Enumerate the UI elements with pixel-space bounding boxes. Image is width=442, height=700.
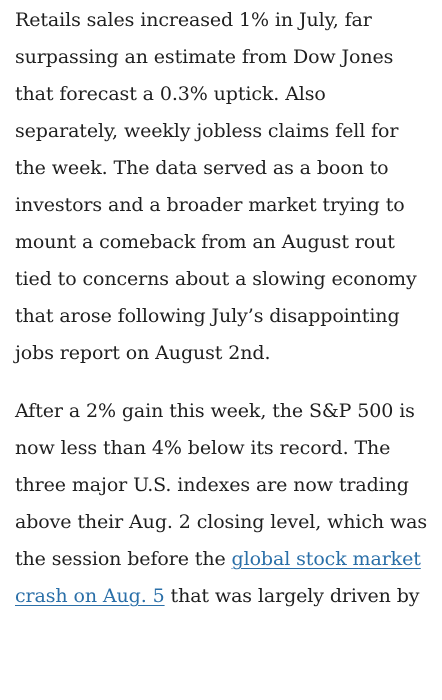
paragraph-text-after-link: that was largely driven by [164, 585, 420, 607]
paragraph-sp500: After a 2% gain this week, the S&P 500 i… [15, 393, 433, 615]
article-body: Retails sales increased 1% in July, far … [15, 0, 433, 615]
paragraph-retail-sales: Retails sales increased 1% in July, far … [15, 9, 417, 364]
stock-market-crash-link[interactable]: global stock market crash on Aug. 5 [15, 548, 421, 607]
paragraph-text-before-link: After a 2% gain this week, the S&P 500 i… [15, 400, 428, 570]
